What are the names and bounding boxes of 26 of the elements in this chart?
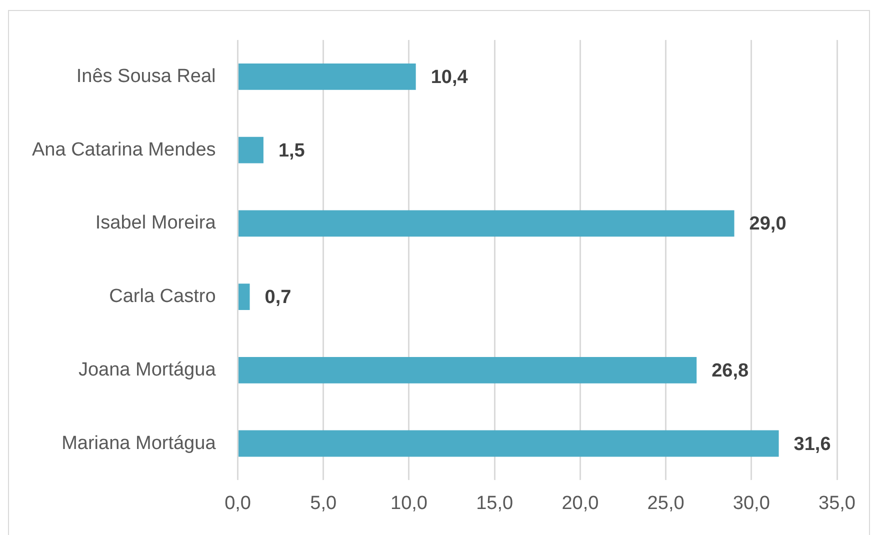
y-tick-label: Mariana Mortágua xyxy=(62,432,216,454)
bar xyxy=(238,136,264,164)
y-tick-label: Ana Catarina Mendes xyxy=(32,139,216,160)
y-tick-label: Carla Castro xyxy=(109,286,216,308)
data-label: 0,7 xyxy=(264,287,292,308)
y-tick-label: Joana Mortágua xyxy=(78,359,216,380)
x-tick-label: 30,0 xyxy=(732,492,770,514)
data-label: 29,0 xyxy=(749,214,786,235)
x-tick-label: 25,0 xyxy=(647,492,684,514)
bar xyxy=(238,356,697,384)
x-tick-label: 10,0 xyxy=(390,492,428,514)
x-tick-label: 35,0 xyxy=(818,492,856,514)
data-label: 1,5 xyxy=(278,140,306,162)
bar xyxy=(238,284,250,310)
x-tick-label: 5,0 xyxy=(310,492,337,514)
x-tick-label: 0,0 xyxy=(224,492,251,514)
y-tick-label: Inês Sousa Real xyxy=(76,66,216,87)
bar xyxy=(238,210,734,237)
data-label: 31,6 xyxy=(794,434,831,455)
y-tick-label: Isabel Moreira xyxy=(95,212,216,234)
x-tick-label: 15,0 xyxy=(476,492,514,514)
x-tick-label: 20,0 xyxy=(562,492,599,514)
data-label: 26,8 xyxy=(712,360,749,382)
bar xyxy=(238,430,779,457)
bar xyxy=(238,63,416,90)
data-label: 10,4 xyxy=(430,66,468,88)
